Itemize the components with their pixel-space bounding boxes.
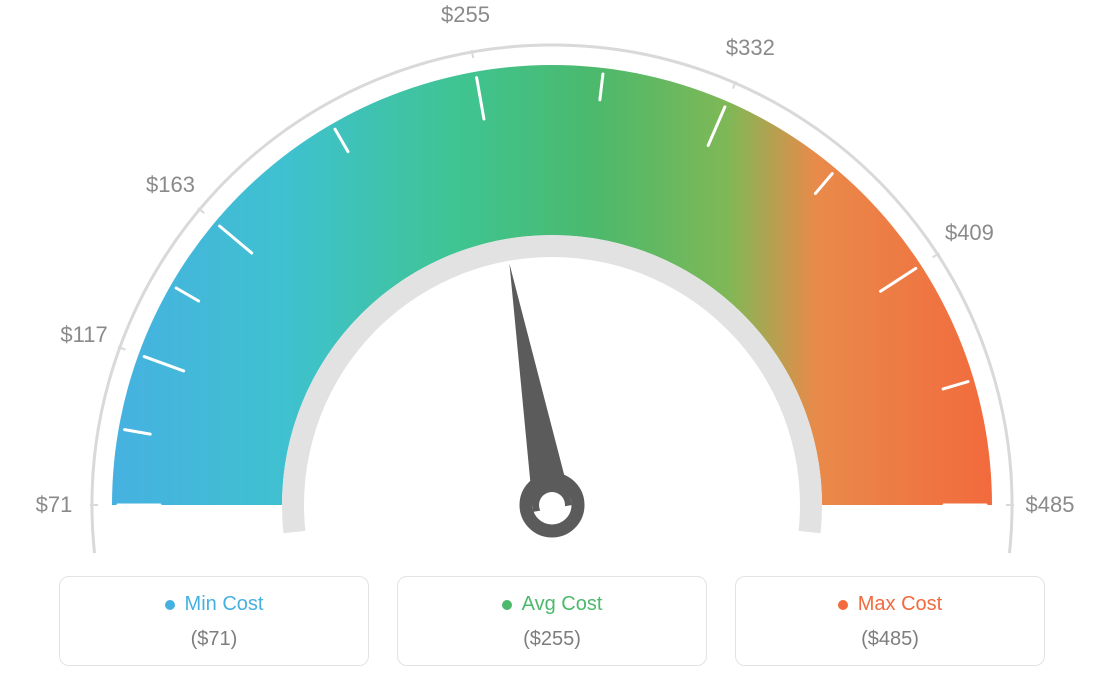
legend-value-min: ($71) (60, 628, 368, 651)
legend-label-min: Min Cost (185, 593, 264, 616)
gauge-svg (0, 0, 1104, 560)
gauge-tick-label: $409 (945, 220, 994, 246)
legend-card-avg: Avg Cost ($255) (397, 576, 707, 666)
legend-card-min: Min Cost ($71) (59, 576, 369, 666)
gauge-tick-label: $71 (36, 492, 73, 518)
legend-dot-max (838, 600, 848, 610)
legend-dot-min (165, 600, 175, 610)
legend-label-avg: Avg Cost (522, 593, 603, 616)
legend-title-avg: Avg Cost (502, 593, 603, 616)
gauge-tick-label: $332 (726, 35, 775, 61)
legend-card-max: Max Cost ($485) (735, 576, 1045, 666)
gauge-tick-label: $485 (1026, 492, 1075, 518)
legend-row: Min Cost ($71) Avg Cost ($255) Max Cost … (50, 576, 1054, 666)
legend-dot-avg (502, 600, 512, 610)
legend-title-min: Min Cost (165, 593, 264, 616)
legend-value-max: ($485) (736, 628, 1044, 651)
gauge-tick-label: $255 (441, 2, 490, 28)
gauge-tick-label: $117 (60, 322, 107, 348)
legend-label-max: Max Cost (858, 593, 942, 616)
legend-title-max: Max Cost (838, 593, 942, 616)
gauge-chart: $71 $117 $163 $255 $332 $409 $485 (0, 0, 1104, 560)
legend-value-avg: ($255) (398, 628, 706, 651)
gauge-tick-label: $163 (146, 172, 195, 198)
